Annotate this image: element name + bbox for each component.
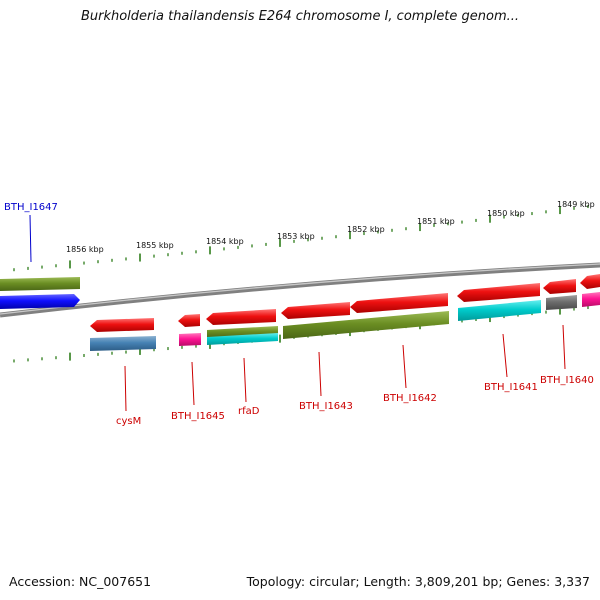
leader-line: [318, 351, 322, 397]
gene-label-rfad[interactable]: rfaD: [238, 406, 260, 417]
gene-bth_i1641-cyan[interactable]: [458, 300, 541, 321]
gene-label-bth_i1643[interactable]: BTH_I1643: [299, 401, 353, 412]
gene-label-cysm[interactable]: cysM: [116, 416, 141, 427]
genome-backbone: [0, 262, 600, 318]
gene-bth_i1645-red[interactable]: [178, 314, 200, 327]
scale-label: 1849 kbp: [557, 200, 595, 209]
gene-bth_i1641-red[interactable]: [457, 283, 540, 302]
scale-label: 1854 kbp: [206, 237, 244, 246]
scale-label: 1853 kbp: [277, 232, 315, 241]
gene-cysm-steelblue[interactable]: [90, 336, 156, 351]
leader-line: [502, 333, 508, 378]
gene-bth_i1640-red[interactable]: [543, 279, 576, 294]
leader-line: [191, 361, 195, 406]
leader-line: [29, 214, 32, 263]
gene-cysm-red[interactable]: [90, 318, 154, 332]
gene-bth_i1643-red[interactable]: [281, 302, 350, 319]
gene-label-bth_i1640[interactable]: BTH_I1640: [540, 375, 594, 386]
gene-bth_i1642-red[interactable]: [350, 293, 448, 313]
gene-bth_i1640-gray[interactable]: [546, 295, 577, 310]
gene-bth_i1645-magenta[interactable]: [179, 333, 201, 346]
leader-line: [243, 357, 247, 403]
scale-label: 1851 kbp: [417, 217, 455, 226]
scale-label: 1855 kbp: [136, 241, 174, 250]
gene-edge-magenta[interactable]: [582, 292, 600, 307]
scale-label: 1852 kbp: [347, 225, 385, 234]
leader-line: [124, 365, 127, 412]
gene-label-bth_i1642[interactable]: BTH_I1642: [383, 393, 437, 404]
gene-rfad-red[interactable]: [206, 309, 276, 325]
gene-label-bth_i1645[interactable]: BTH_I1645: [171, 411, 225, 422]
scale-label: 1850 kbp: [487, 209, 525, 218]
leader-line: [562, 324, 566, 370]
gene-label-bth_i1647[interactable]: BTH_I1647: [4, 202, 58, 213]
gene-label-bth_i1641[interactable]: BTH_I1641: [484, 382, 538, 393]
leader-line: [402, 344, 407, 389]
map-title: Burkholderia thailandensis E264 chromoso…: [80, 9, 520, 24]
gene-edge-red[interactable]: [580, 274, 600, 289]
scale-ticks-outer: [13, 205, 589, 272]
scale-label: 1856 kbp: [66, 245, 104, 254]
gene-upper-olive[interactable]: [0, 277, 80, 291]
gene-upper-blue[interactable]: [0, 294, 80, 309]
gene-bth_i1643-olive[interactable]: [283, 311, 449, 339]
gene-rfad-cyan[interactable]: [207, 333, 278, 345]
topology-text: Topology: circular; Length: 3,809,201 bp…: [246, 574, 590, 589]
accession-text: Accession: NC_007651: [9, 574, 152, 589]
